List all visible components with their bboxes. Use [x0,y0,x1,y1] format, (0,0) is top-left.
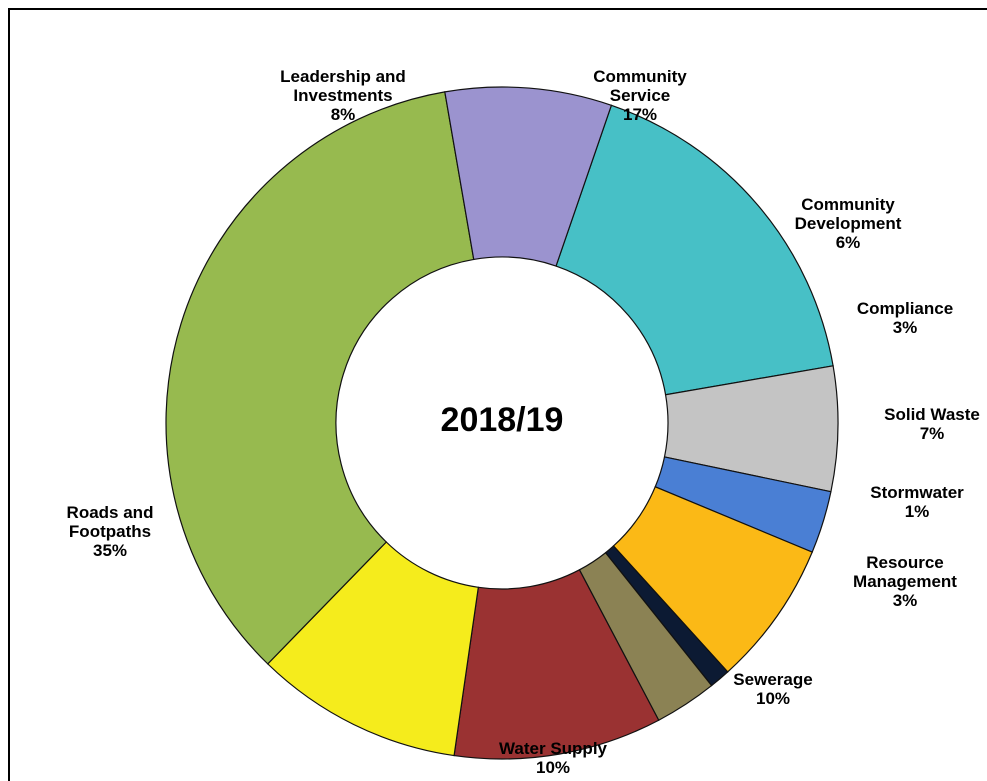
slice-name: Management [853,572,957,591]
slice-percent: 35% [93,541,127,560]
slice-percent: 1% [905,502,930,521]
slice-label: Compliance 3% [857,299,953,337]
slice-name: Stormwater [870,483,964,502]
slice-label: Solid Waste 7% [884,405,980,443]
slice-name: Sewerage [733,670,812,689]
slice-label: Stormwater 1% [870,483,964,521]
slice-name: Water Supply [499,739,608,758]
slice-name: Community [593,67,687,86]
slice-labels: Community Service 17%Community Development 6… [67,67,980,777]
slice-name: Roads and [67,503,154,522]
slice-percent: 8% [331,105,356,124]
slice-name: Investments [293,86,392,105]
slice-name: Community [801,195,895,214]
slice-percent: 17% [623,105,657,124]
slice-percent: 3% [893,318,918,337]
slice-name: Leadership and [280,67,406,86]
slice-label: Roads and Footpaths 35% [67,503,154,560]
slice-name: Development [795,214,902,233]
slice-community-service [555,104,834,396]
slice-name: Solid Waste [884,405,980,424]
slice-percent: 6% [836,233,861,252]
slice-label: Resource Management 3% [853,553,957,610]
slice-percent: 3% [893,591,918,610]
slice-label: Community Service 17% [593,67,687,124]
slice-label: Sewerage 10% [733,670,812,708]
center-label: 2018/19 [441,401,564,439]
slice-percent: 10% [536,758,570,777]
slice-percent: 7% [920,424,945,443]
slice-name: Compliance [857,299,953,318]
slice-leadership-and-investments [444,86,613,267]
slice-roads-and-footpaths [165,91,475,665]
slice-name: Service [610,86,671,105]
slice-label: Leadership and Investments 8% [280,67,406,124]
donut-slices [165,86,839,760]
slice-label: Community Development 6% [795,195,902,252]
slice-label: Water Supply 10% [499,739,608,777]
slice-percent: 10% [756,689,790,708]
slice-name: Resource [866,553,943,572]
slice-name: Footpaths [69,522,151,541]
